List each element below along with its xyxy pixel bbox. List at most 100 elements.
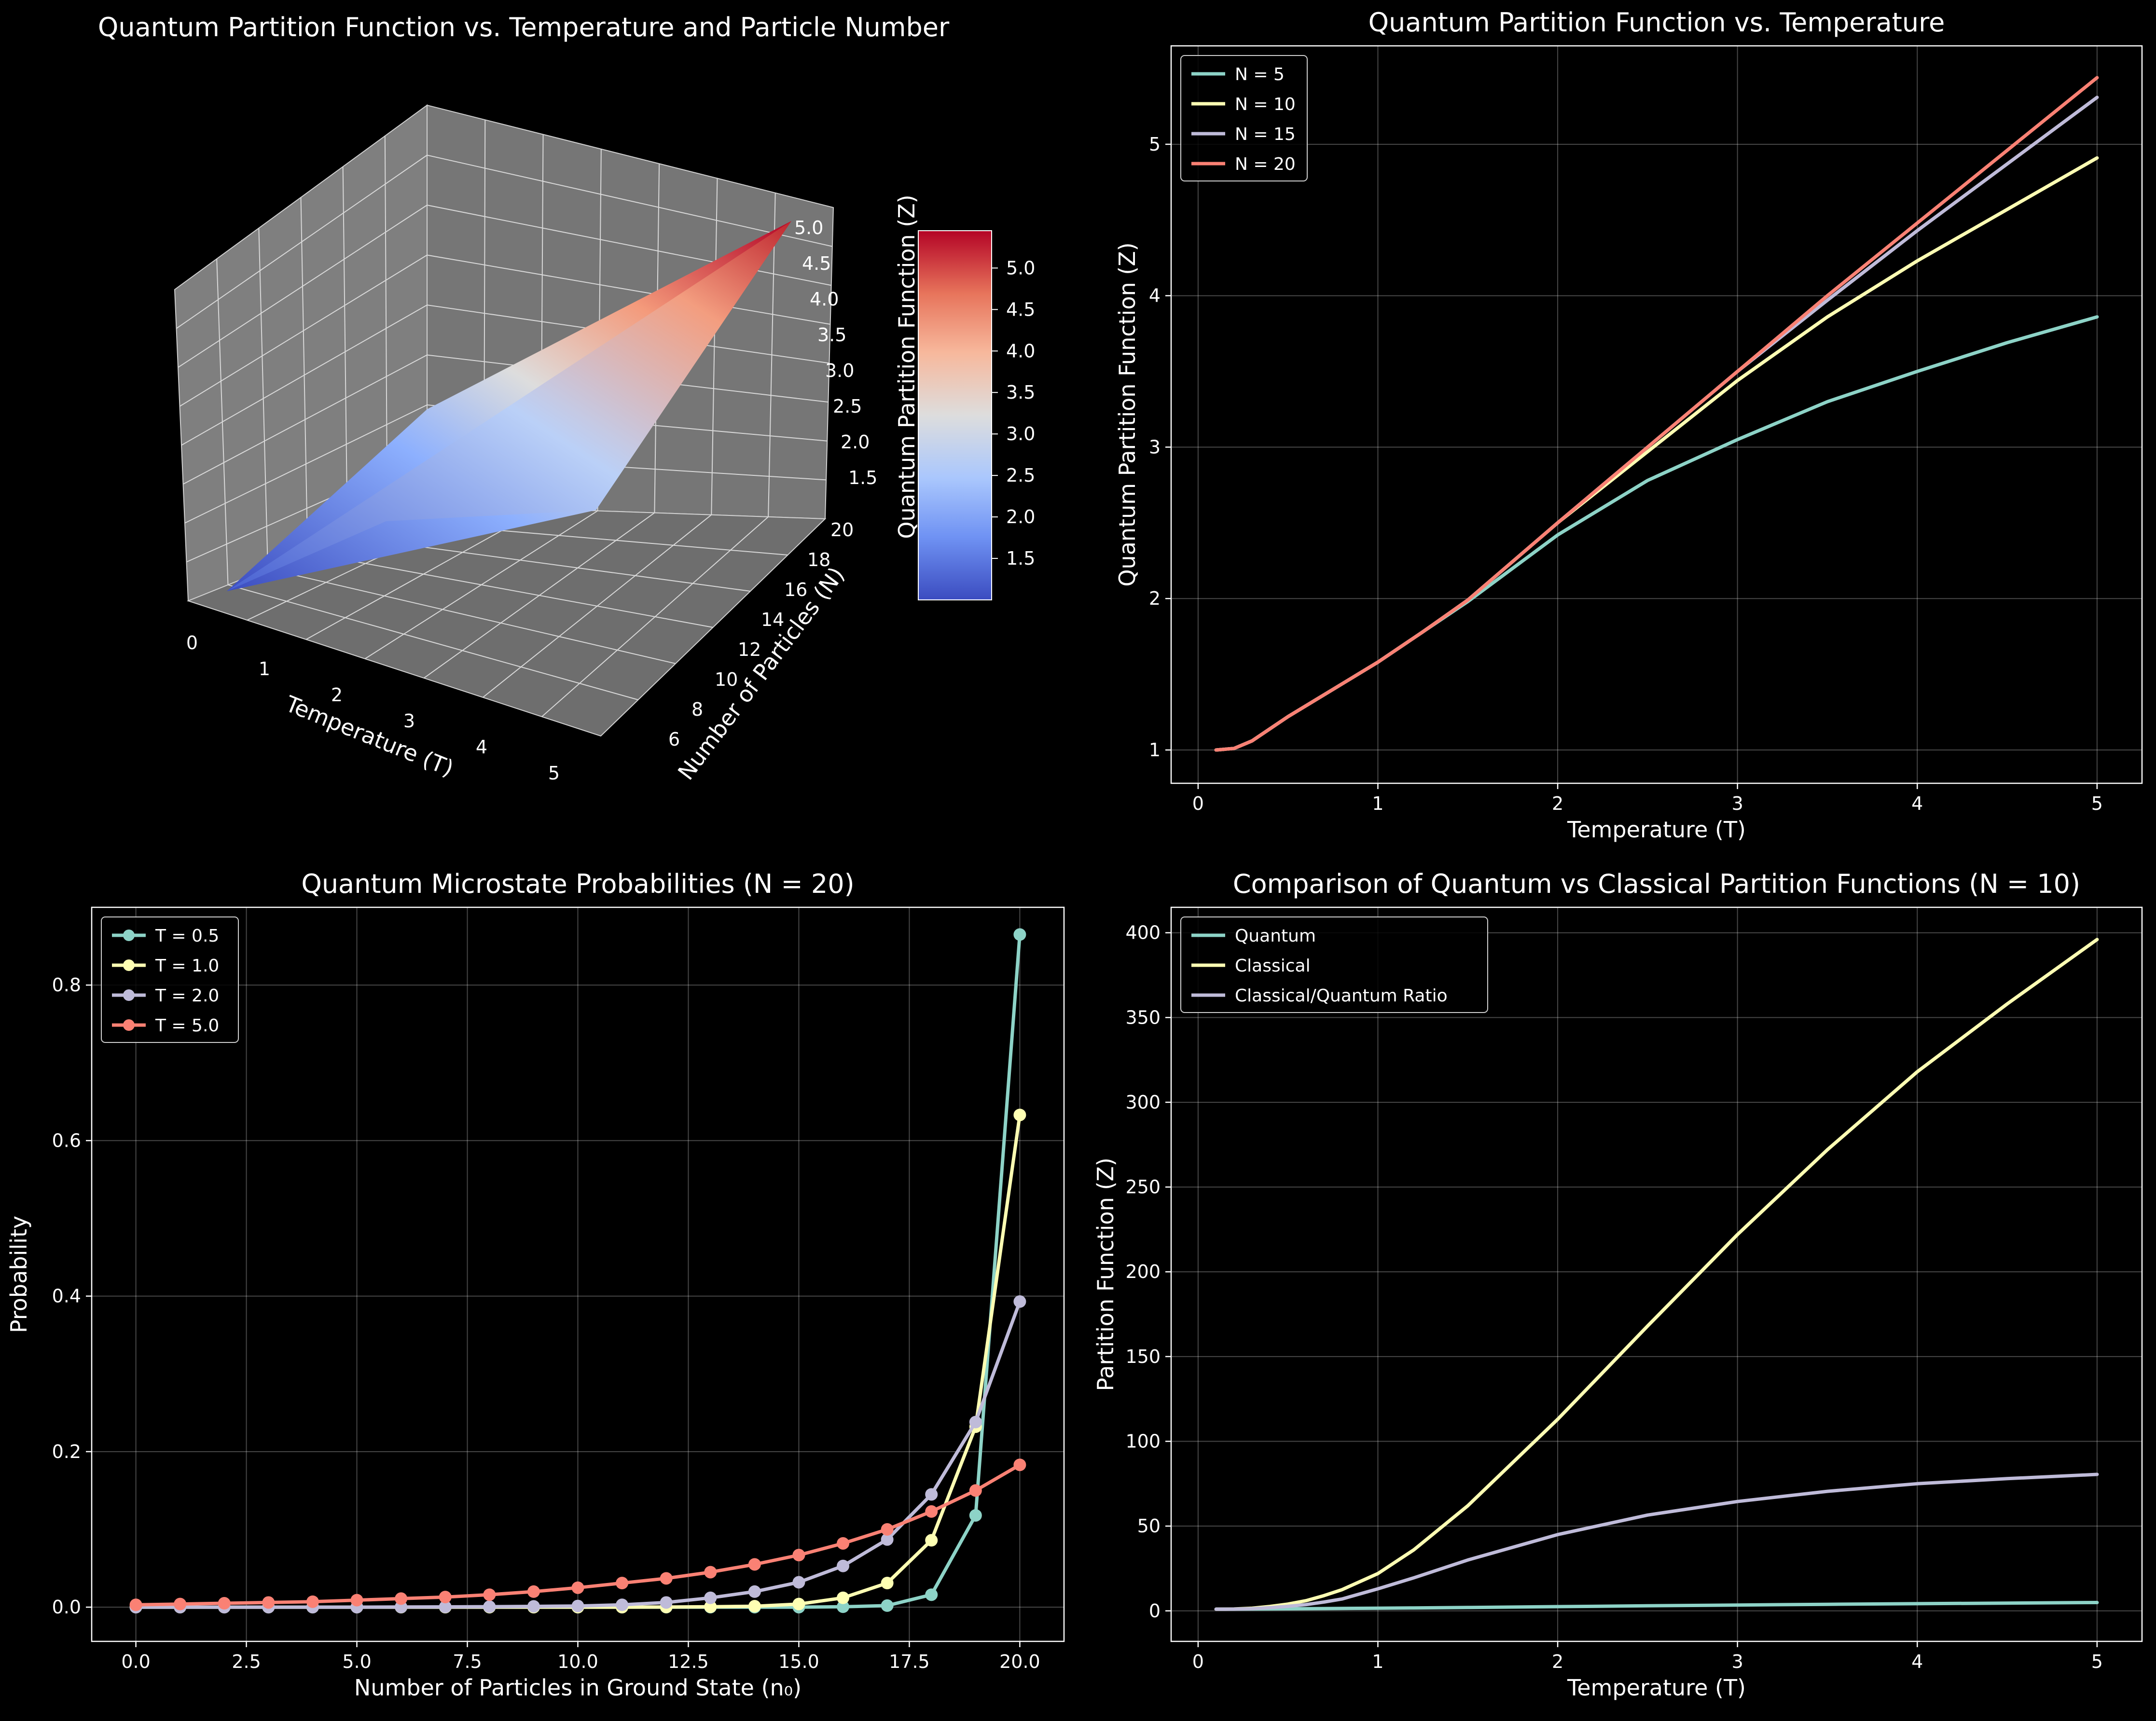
chart2-data-point <box>1013 928 1026 941</box>
chart2-legend-label: T = 0.5 <box>155 926 219 946</box>
surface-y-tick: 20 <box>830 519 854 541</box>
panel-quantum-vs-classical: Comparison of Quantum vs Classical Parti… <box>1092 869 2143 1701</box>
surface-x-tick: 1 <box>259 658 270 680</box>
chart2-data-point <box>1013 1458 1026 1471</box>
chart2-data-point <box>218 1597 231 1610</box>
chart2-data-point <box>969 1484 982 1497</box>
chart1-legend-label: N = 10 <box>1235 95 1296 114</box>
chart2-legend-label: T = 5.0 <box>155 1016 219 1036</box>
colorbar-tick-label: 2.5 <box>1006 465 1035 486</box>
surface-z-tick: 3.5 <box>817 324 846 346</box>
surface-z-tick: 2.0 <box>841 431 870 453</box>
surface-front-face <box>227 221 791 591</box>
chart2-x-tick-label: 15.0 <box>778 1651 819 1672</box>
chart3-y-tick-label: 400 <box>1125 922 1161 944</box>
chart2-title: Quantum Microstate Probabilities (N = 20… <box>301 869 854 899</box>
chart3-y-tick-label: 0 <box>1149 1600 1161 1622</box>
chart2-y-tick-label: 0.4 <box>52 1286 81 1307</box>
surface-z-label: Quantum Partition Function (Z) <box>894 194 920 539</box>
chart2-data-point <box>704 1600 717 1613</box>
chart3-x-tick-label: 3 <box>1732 1651 1743 1672</box>
surface-pane-grid <box>176 120 833 717</box>
chart3-legend-label: Classical/Quantum Ratio <box>1235 986 1448 1006</box>
chart1-y-tick-label: 4 <box>1149 285 1161 306</box>
chart2-data-point <box>748 1558 761 1571</box>
colorbar-tick-label: 4.5 <box>1006 299 1035 320</box>
chart3-legend-label: Quantum <box>1235 926 1316 946</box>
chart2-x-tick-label: 7.5 <box>453 1651 482 1672</box>
chart1-series-line <box>1214 76 2099 752</box>
chart1-x-tick-label: 5 <box>2091 793 2103 814</box>
surface-grid-line <box>423 512 655 679</box>
surface-grid-line <box>300 197 308 553</box>
chart1-x-label: Temperature (T) <box>1567 817 1746 843</box>
chart1-legend-label: N = 20 <box>1235 154 1296 174</box>
chart2-data-point <box>881 1599 894 1612</box>
chart3-x-tick-label: 4 <box>1911 1651 1923 1672</box>
chart2-x-tick-label: 0.0 <box>121 1651 150 1672</box>
colorbar-tick-label: 5.0 <box>1006 257 1035 278</box>
chart1-y-tick-label: 2 <box>1149 588 1161 609</box>
surface-y-tick: 12 <box>738 639 761 660</box>
chart2-data-point <box>969 1509 982 1522</box>
chart3-series-line <box>1214 1472 2099 1611</box>
surface-y-tick: 10 <box>715 669 738 690</box>
surface-y-tick: 6 <box>668 729 680 750</box>
chart2-data-point <box>704 1591 717 1604</box>
chart2-data-point <box>748 1600 761 1613</box>
chart2-data-point <box>174 1597 187 1610</box>
chart1-title: Quantum Partition Function vs. Temperatu… <box>1368 7 1945 38</box>
surface-x-tick: 4 <box>476 736 487 758</box>
chart2-x-tick-label: 2.5 <box>232 1651 261 1672</box>
chart1-legend-label: N = 15 <box>1235 125 1296 144</box>
chart2-data-point <box>792 1549 805 1562</box>
chart3-y-tick-label: 200 <box>1125 1261 1161 1282</box>
chart1-x-tick-label: 0 <box>1192 793 1204 814</box>
chart2-data-point <box>483 1588 496 1601</box>
chart1-y-tick-label: 3 <box>1149 436 1161 458</box>
surface-z-tick: 3.0 <box>825 360 854 381</box>
chart3-y-tick-label: 350 <box>1125 1007 1161 1028</box>
chart2-data-point <box>660 1572 673 1585</box>
surface-grid-line <box>342 167 348 537</box>
colorbar-tick-label: 1.5 <box>1006 548 1035 569</box>
surface-grid-line <box>267 568 676 664</box>
chart2-data-point <box>837 1537 850 1550</box>
chart3-y-tick-label: 50 <box>1137 1515 1161 1537</box>
chart2-data-point <box>571 1581 584 1594</box>
chart1-x-tick-label: 2 <box>1552 793 1563 814</box>
chart1-legend <box>1180 55 1308 181</box>
chart1-y-tick-label: 5 <box>1149 134 1161 155</box>
chart3-y-tick-label: 150 <box>1125 1346 1161 1367</box>
surface-z-tick: 4.0 <box>810 289 839 310</box>
colorbar <box>918 230 992 600</box>
surface-z-tick: 1.5 <box>848 467 877 488</box>
colorbar-tick-label: 2.0 <box>1006 506 1035 527</box>
chart3-y-label: Partition Function (Z) <box>1092 1157 1119 1391</box>
chart3-x-tick-label: 2 <box>1552 1651 1563 1672</box>
chart1-series-line <box>1214 315 2099 752</box>
chart2-y-tick-label: 0.8 <box>52 974 81 996</box>
surface-grid-line <box>364 510 598 659</box>
chart1-x-tick-label: 4 <box>1911 793 1923 814</box>
chart2-data-point <box>925 1588 938 1601</box>
chart2-data-point <box>792 1576 805 1589</box>
chart2-axes-frame <box>91 906 1065 1642</box>
chart2-legend-label: T = 2.0 <box>155 986 219 1006</box>
chart2-data-point <box>704 1566 717 1579</box>
chart3-series-line <box>1214 1601 2099 1611</box>
chart2-data-point <box>881 1533 894 1546</box>
surface-title: Quantum Partition Function vs. Temperatu… <box>98 12 950 42</box>
surface-y-tick: 18 <box>807 549 830 570</box>
surface-grid-line <box>768 193 776 517</box>
chart2-data-point <box>792 1597 805 1610</box>
chart1-series-line <box>1214 96 2099 752</box>
chart2-data-point <box>837 1591 850 1604</box>
surface-x-tick: 2 <box>331 684 343 706</box>
chart2-legend-marker <box>123 930 135 941</box>
surface-grid-line <box>427 154 833 247</box>
chart1-legend-label: N = 5 <box>1235 65 1285 84</box>
chart2-x-tick-label: 10.0 <box>557 1651 598 1672</box>
chart2-data-point <box>395 1592 408 1605</box>
